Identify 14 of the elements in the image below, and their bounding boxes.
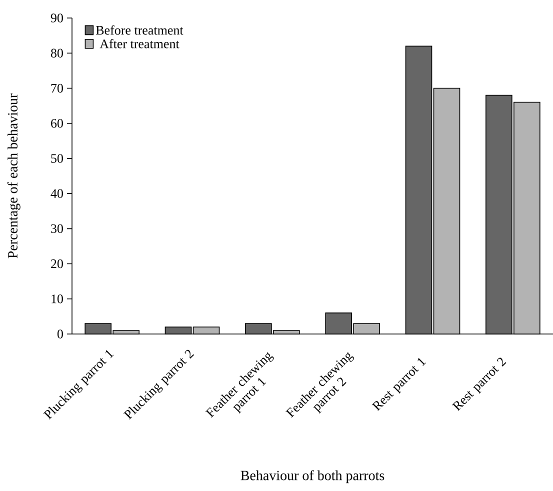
- y-tick-label: 40: [50, 189, 63, 198]
- y-tick-label: 50: [51, 154, 63, 163]
- y-tick-label: 0: [57, 330, 63, 338]
- y-tick-label: 70: [51, 84, 63, 93]
- y-tick-label: 10: [52, 294, 63, 304]
- legend-label: Before treatment: [96, 25, 184, 35]
- y-tick-label: 80: [50, 48, 63, 58]
- y-tick-label: 90: [50, 14, 63, 22]
- legend-label: After treatment: [100, 39, 180, 48]
- y-tick-label: 20: [51, 259, 63, 268]
- y-tick-label: 30: [51, 224, 63, 234]
- x-axis-title: Behaviour of both parrots: [240, 470, 384, 484]
- y-tick-label: 60: [51, 118, 63, 128]
- y-axis-title: Percentage of each behaviour: [7, 94, 20, 258]
